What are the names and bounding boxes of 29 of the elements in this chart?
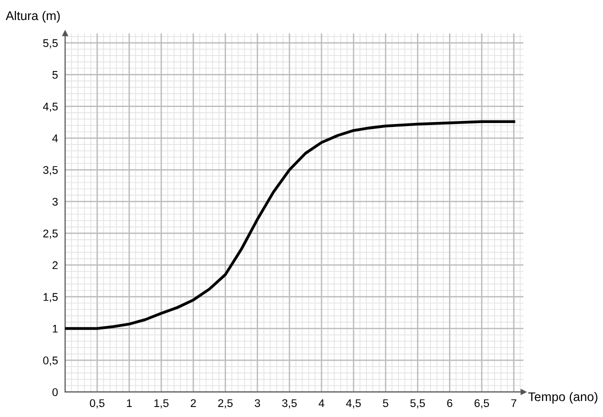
y-tick-label: 5,5	[43, 39, 58, 48]
y-tick-label: 2	[52, 261, 58, 270]
x-tick-label: 1	[126, 399, 132, 407]
y-tick-label: 3	[52, 198, 58, 206]
y-tick-label: 0	[52, 388, 58, 396]
x-tick-label: 5,5	[410, 399, 425, 408]
x-tick-label: 4,5	[346, 399, 361, 408]
y-tick-label: 5	[52, 71, 58, 79]
y-axis-title: Altura (m)	[6, 10, 60, 23]
x-tick-label: 3	[254, 399, 260, 408]
y-tick-label: 1,5	[44, 293, 58, 302]
y-tick-label: 4,5	[42, 102, 58, 112]
x-tick-label: 6	[447, 399, 452, 408]
y-tick-label: 4	[52, 134, 58, 142]
y-tick-label: 1	[52, 324, 58, 333]
x-tick-label: 0,5	[90, 399, 104, 408]
x-tick-label: 7	[511, 399, 516, 407]
x-axis-title: Tempo (ano)	[528, 392, 598, 404]
x-tick-label: 4	[318, 399, 324, 407]
y-tick-label: 0,5	[43, 356, 58, 366]
line-series	[65, 120, 516, 330]
y-tick-label: 2,5	[43, 230, 58, 239]
y-tick-label: 3,5	[43, 166, 58, 176]
x-tick-label: 2,5	[218, 399, 233, 408]
x-tick-label: 1,5	[154, 399, 169, 408]
x-tick-label: 6,5	[474, 399, 489, 408]
x-tick-label: 2	[190, 399, 196, 407]
x-tick-label: 3,5	[282, 399, 297, 408]
x-tick-label: 5	[382, 399, 388, 408]
